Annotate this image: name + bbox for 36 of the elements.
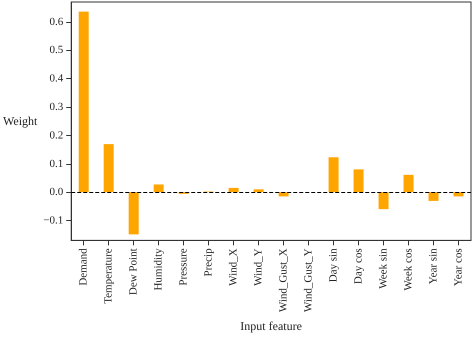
y-axis-title: Weight (3, 114, 38, 128)
x-tick-label: Day cos (352, 248, 365, 284)
x-tick-label: Week cos (402, 248, 415, 291)
y-tick-label: −0.1 (43, 214, 64, 227)
x-tick-label: Pressure (178, 248, 190, 286)
x-tick-label: Humidity (152, 248, 165, 291)
x-tick-label: Wind_Y (252, 248, 265, 286)
x-tick-label: Year cos (452, 248, 465, 286)
x-tick-label: Wind_Gust_Y (302, 248, 315, 312)
bar (78, 12, 89, 192)
bar (228, 188, 239, 192)
bar (378, 192, 389, 210)
y-tick-label: 0.5 (49, 44, 64, 56)
bar (104, 144, 114, 192)
bar (404, 174, 414, 192)
x-tick-label: Day sin (328, 248, 340, 282)
bar (128, 192, 139, 234)
y-tick-label: 0.2 (49, 129, 64, 142)
x-tick-label: Temperature (102, 248, 115, 304)
bar (328, 157, 339, 192)
x-tick-label: Demand (78, 248, 90, 286)
x-tick-label: Year sin (428, 248, 440, 284)
x-tick-label: Precip (202, 248, 215, 276)
x-tick-label: Wind_X (228, 248, 240, 286)
y-tick-label: 0.0 (49, 186, 64, 198)
bar (354, 169, 364, 192)
x-tick-label: Week sin (378, 248, 390, 289)
x-axis-title: Input feature (240, 319, 302, 333)
y-tick-label: 0.6 (49, 16, 64, 28)
x-tick-label: Wind_Gust_X (278, 248, 290, 312)
bar (428, 192, 439, 201)
x-tick-label: Dew Point (128, 248, 140, 296)
bar (154, 184, 164, 192)
y-tick-label: 0.4 (49, 72, 64, 85)
y-tick-label: 0.1 (49, 158, 64, 170)
y-tick-label: 0.3 (49, 101, 64, 113)
